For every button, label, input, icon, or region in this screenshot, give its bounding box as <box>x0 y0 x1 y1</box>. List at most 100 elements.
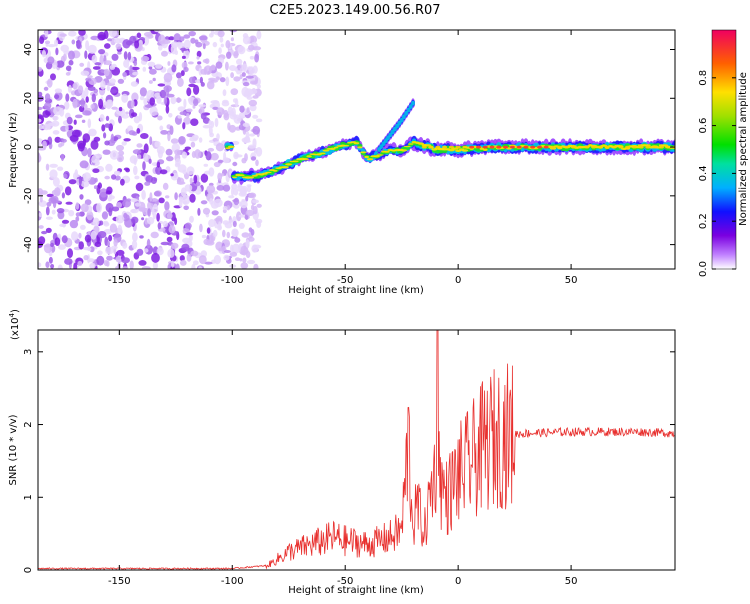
noise-blob <box>214 217 222 222</box>
noise-blob <box>132 149 142 155</box>
noise-blob <box>227 122 231 131</box>
noise-blob <box>44 40 51 45</box>
noise-blob <box>183 66 189 73</box>
noise-blob <box>65 65 72 72</box>
noise-blob <box>176 181 186 185</box>
noise-blob <box>87 86 96 91</box>
colorbar-label: Normalized spectral amplitude <box>738 72 749 226</box>
noise-blob <box>160 130 169 135</box>
noise-blob <box>101 211 109 220</box>
noise-blob <box>156 95 162 104</box>
noise-blob <box>199 223 203 233</box>
noise-blob <box>43 102 52 110</box>
noise-blob <box>54 94 60 100</box>
noise-blob <box>184 184 193 192</box>
noise-blob <box>121 93 129 103</box>
noise-blob <box>215 76 220 81</box>
noise-blob <box>151 252 160 263</box>
noise-blob <box>49 169 58 179</box>
noise-blob <box>156 247 164 256</box>
noise-blob <box>252 125 261 135</box>
signal-blob <box>353 142 360 145</box>
noise-blob <box>198 137 203 143</box>
noise-blob <box>162 182 169 190</box>
noise-blob <box>140 133 149 139</box>
noise-blob <box>91 54 98 64</box>
noise-blob <box>140 55 150 62</box>
carrier-highlight <box>658 145 664 149</box>
noise-blob <box>223 250 232 253</box>
noise-blob <box>226 231 231 239</box>
noise-blob <box>210 30 215 36</box>
noise-blob <box>106 85 110 92</box>
spectrogram-x-axis-label: Height of straight line (km) <box>288 285 424 296</box>
carrier-highlight <box>638 145 644 149</box>
noise-blob <box>159 169 168 175</box>
branch-blob <box>401 114 406 120</box>
noise-blob <box>113 170 121 176</box>
x-tick-label: -150 <box>108 576 131 587</box>
noise-blob <box>200 112 207 120</box>
noise-blob <box>92 217 100 227</box>
noise-blob <box>91 93 97 103</box>
noise-blob <box>65 124 69 133</box>
noise-blob <box>166 81 172 86</box>
noise-blob <box>61 138 67 143</box>
carrier-highlight <box>584 145 590 149</box>
carrier-highlight <box>665 145 671 149</box>
noise-blob <box>39 36 45 44</box>
noise-blob <box>42 124 51 131</box>
noise-blob <box>248 44 255 51</box>
noise-blob <box>250 156 257 161</box>
noise-blob <box>157 222 162 230</box>
noise-blob <box>131 240 138 250</box>
noise-blob <box>249 133 256 137</box>
noise-blob <box>233 76 241 82</box>
noise-blob <box>133 165 138 176</box>
noise-blob <box>230 37 234 42</box>
noise-blob <box>167 131 171 142</box>
noise-blob <box>77 260 83 267</box>
noise-blob <box>233 188 239 196</box>
noise-blob <box>139 95 145 101</box>
noise-blob <box>76 39 81 49</box>
noise-blob <box>250 204 255 211</box>
noise-blob <box>205 151 212 161</box>
noise-blob <box>71 39 76 45</box>
y-tick-label: -20 <box>23 188 34 204</box>
noise-blob <box>245 195 249 202</box>
noise-blob <box>175 97 182 103</box>
signal-blob <box>334 146 339 149</box>
noise-blob <box>189 193 196 203</box>
noise-blob <box>129 155 138 164</box>
noise-blob <box>151 208 155 215</box>
noise-blob <box>103 68 110 77</box>
noise-blob <box>210 100 219 104</box>
noise-blob <box>208 219 216 228</box>
signal-blob <box>400 149 408 152</box>
noise-blob <box>59 107 65 117</box>
figure-title: C2E5.2023.149.00.56.R07 <box>269 3 440 18</box>
noise-blob <box>159 125 164 131</box>
noise-blob <box>59 223 66 227</box>
noise-blob <box>65 93 70 102</box>
noise-blob <box>171 64 177 73</box>
noise-blob <box>144 248 149 253</box>
noise-blob <box>61 219 70 224</box>
carrier-highlight <box>496 145 502 149</box>
noise-blob <box>149 68 157 75</box>
noise-blob <box>97 250 103 256</box>
snr-x-axis-label: Height of straight line (km) <box>288 585 424 596</box>
noise-blob <box>45 206 50 216</box>
noise-blob <box>122 266 129 269</box>
noise-blob <box>251 244 258 253</box>
noise-blob <box>179 111 187 116</box>
noise-blob <box>242 139 251 143</box>
x-tick-label: -100 <box>221 576 244 587</box>
noise-blob <box>130 81 138 87</box>
noise-blob <box>201 234 207 239</box>
carrier-highlight <box>489 145 495 149</box>
colorbar-tick-label: 0.8 <box>698 70 709 86</box>
noise-blob <box>174 149 181 156</box>
